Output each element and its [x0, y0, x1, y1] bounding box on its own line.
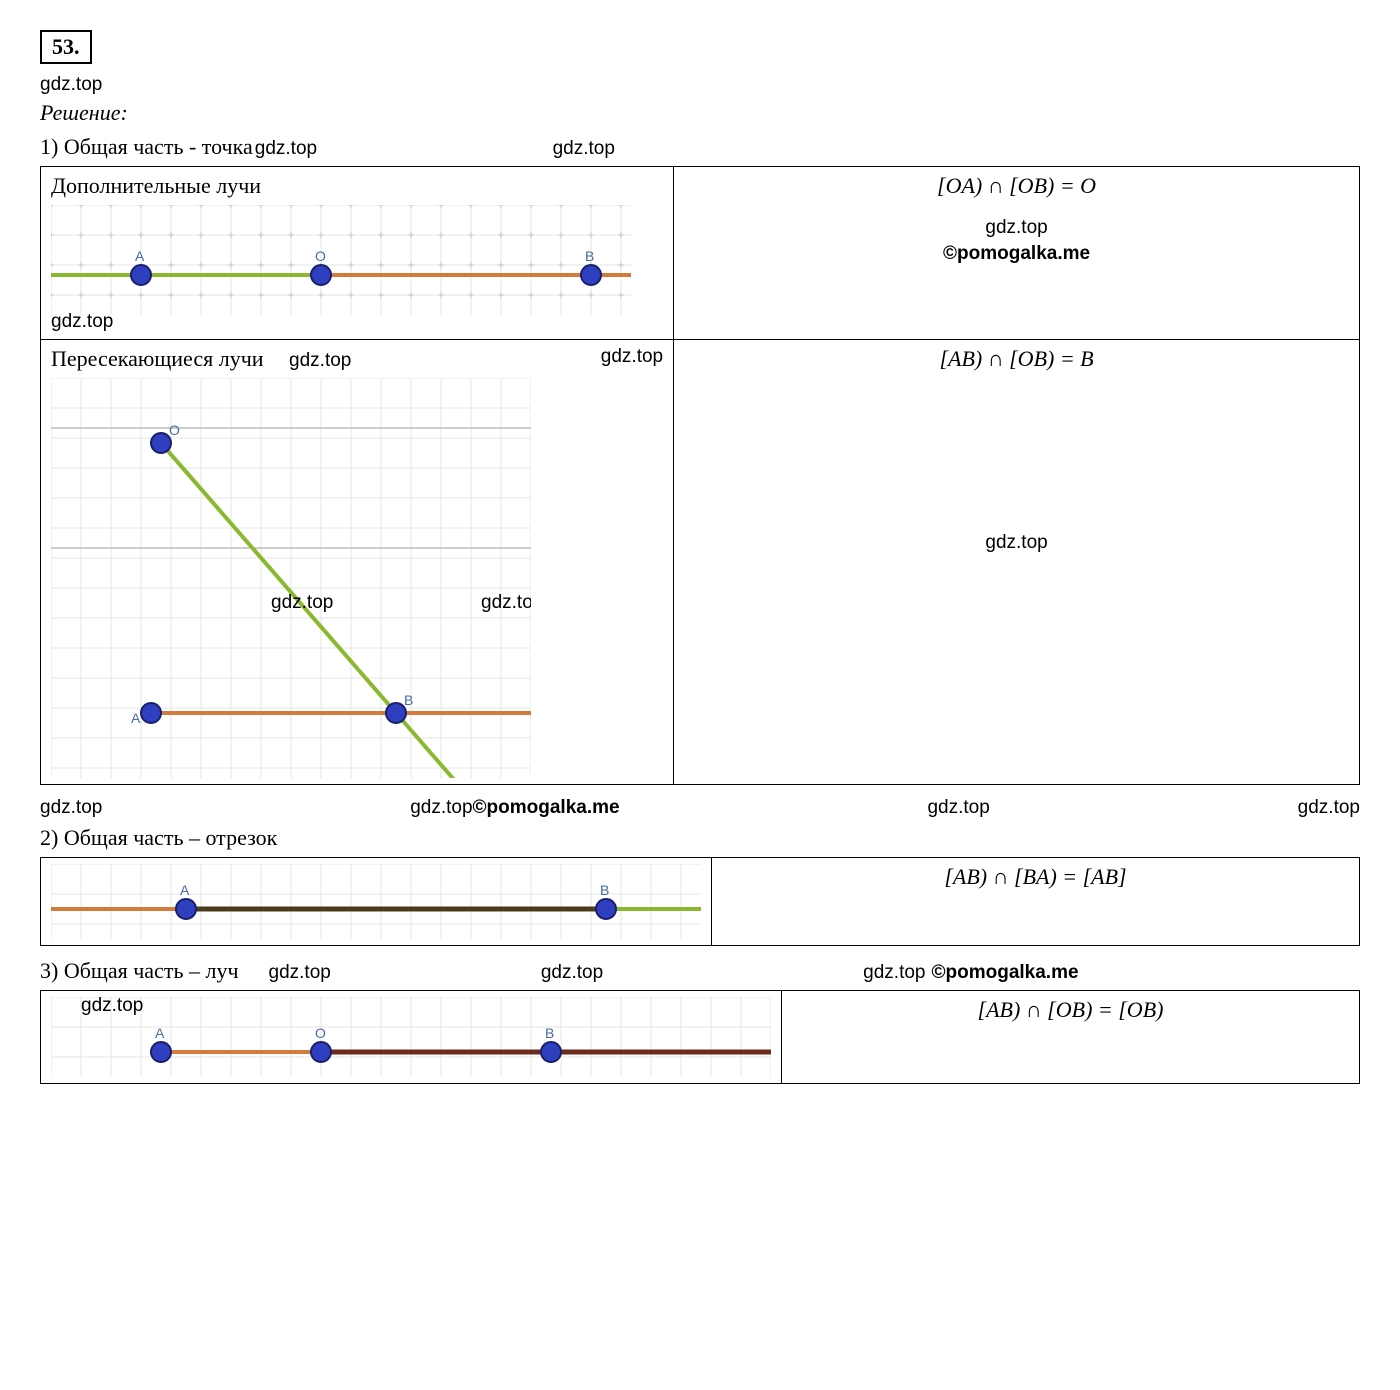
watermark-row: gdz.top gdz.top©pomogalka.me gdz.top gdz…	[40, 797, 1360, 819]
watermark: gdz.top	[684, 532, 1349, 554]
part3-left: gdz.top A O B	[41, 991, 782, 1084]
formula-3: [AB) ∩ [BA) = [AB]	[722, 864, 1349, 890]
svg-text:O: O	[315, 248, 326, 264]
svg-text:A: A	[180, 882, 190, 898]
watermark: gdz.top	[684, 217, 1349, 239]
svg-text:O: O	[169, 422, 180, 438]
svg-text:A: A	[135, 248, 145, 264]
watermark: gdz.top	[40, 74, 1360, 96]
diagram-ray: AOB	[51, 997, 771, 1077]
formula-2: [AB) ∩ [OB) = B	[684, 346, 1349, 372]
svg-text:gdz.top: gdz.top	[271, 592, 333, 613]
part1-table: Дополнительные лучи A O B gdz.top [OA) ∩ […	[40, 166, 1360, 785]
watermark: gdz.top	[81, 995, 143, 1017]
part3-title: 3) Общая часть – луч gdz.top gdz.top gdz…	[40, 958, 1360, 984]
diagram1-title: Дополнительные лучи	[51, 173, 663, 199]
part1-title: 1) Общая часть - точкаgdz.top gdz.top	[40, 134, 1360, 160]
diagram-intersecting-rays: O A Bgdz.top gdz.top	[51, 378, 531, 778]
formula-1: [OA) ∩ [OB) = O	[684, 173, 1349, 199]
svg-text:O: O	[315, 1025, 326, 1041]
svg-text:B: B	[545, 1025, 554, 1041]
solution-label: Решение:	[40, 100, 1360, 126]
formula-4: [AB) ∩ [OB) = [OB)	[792, 997, 1349, 1023]
svg-text:A: A	[155, 1025, 165, 1041]
watermark: gdz.top	[51, 311, 663, 333]
diagram2-title: Пересекающиеся лучи gdz.top gdz.top	[51, 346, 663, 372]
copyright: ©pomogalka.me	[684, 243, 1349, 265]
svg-text:A: A	[131, 710, 141, 726]
part1-row2-right: [AB) ∩ [OB) = B gdz.top	[674, 340, 1360, 785]
diagram-segment: AB	[51, 864, 701, 939]
svg-text:B: B	[600, 882, 609, 898]
part3-right: [AB) ∩ [OB) = [OB)	[782, 991, 1360, 1084]
part1-row1-right: [OA) ∩ [OB) = O gdz.top ©pomogalka.me	[674, 167, 1360, 340]
part2-table: AB [AB) ∩ [BA) = [AB]	[40, 857, 1360, 946]
svg-text:B: B	[404, 692, 413, 708]
problem-number-box: 53.	[40, 30, 1360, 74]
part2-title: 2) Общая часть – отрезок	[40, 825, 1360, 851]
part2-left: AB	[41, 858, 712, 946]
part2-right: [AB) ∩ [BA) = [AB]	[712, 858, 1360, 946]
problem-number: 53.	[40, 30, 92, 64]
part3-table: gdz.top A O B [AB) ∩ [OB) = [OB)	[40, 990, 1360, 1084]
svg-text:B: B	[585, 248, 594, 264]
svg-text:gdz.top: gdz.top	[481, 592, 531, 613]
part1-row2-left: Пересекающиеся лучи gdz.top gdz.top O A Bg…	[41, 340, 674, 785]
diagram-additional-rays: AOB	[51, 205, 631, 315]
part1-row1-left: Дополнительные лучи A O B gdz.top	[41, 167, 674, 340]
